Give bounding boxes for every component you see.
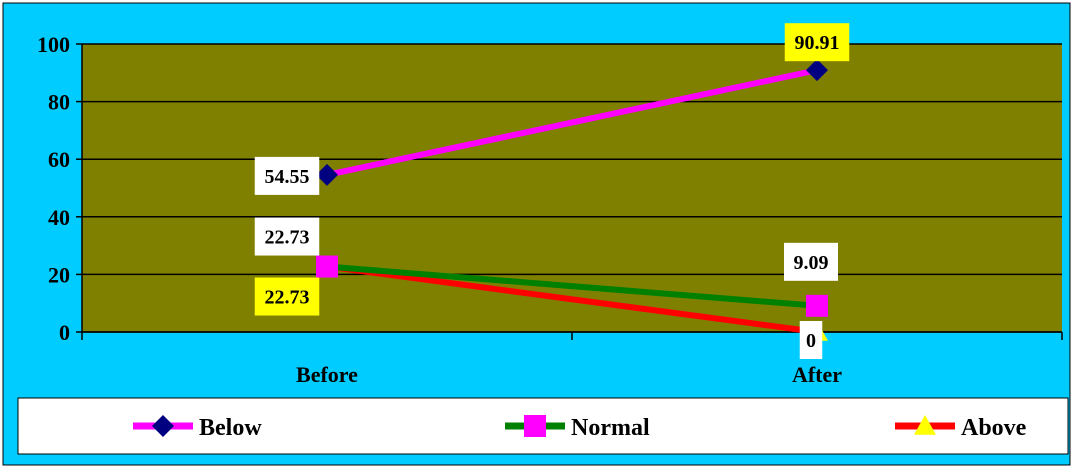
legend-label: Normal — [571, 415, 650, 441]
y-tick-label: 80 — [48, 90, 70, 115]
series-line-above — [326, 263, 818, 335]
legend-entry-normal: Normal — [505, 415, 650, 441]
data-label-below: 54.55 — [254, 156, 320, 195]
legend: Below Normal Above — [17, 397, 1069, 455]
data-label-box — [254, 217, 320, 256]
data-label-text: 54.55 — [265, 166, 310, 188]
data-label-above: 22.73 — [254, 277, 320, 316]
y-tick-label: 60 — [48, 147, 70, 172]
legend-entry-above: Above — [895, 415, 1027, 441]
data-labels: 54.55 90.91 22.73 9.09 22.73 0 — [254, 23, 850, 359]
data-label-box — [254, 277, 320, 316]
y-tick-label: 0 — [59, 320, 70, 345]
gridlines — [82, 43, 1062, 333]
series-line-below — [326, 67, 818, 178]
legend-label: Above — [961, 415, 1027, 441]
data-label-box — [784, 23, 850, 62]
y-tick-label: 20 — [48, 262, 70, 287]
data-label-above: 0 — [799, 321, 823, 359]
legend-entry-below: Below — [133, 415, 262, 441]
point-below — [806, 59, 828, 82]
y-tick-label: 40 — [48, 205, 70, 230]
data-label-box — [799, 321, 823, 359]
point-normal — [316, 255, 338, 278]
data-label-text: 90.91 — [795, 32, 840, 54]
point-below — [316, 163, 338, 186]
series-lines — [326, 67, 818, 335]
data-label-text: 0 — [806, 330, 816, 352]
series-line-normal — [326, 263, 818, 309]
legend-marker — [524, 415, 546, 437]
point-normal — [806, 294, 828, 317]
y-tick-label: 100 — [37, 32, 70, 57]
data-label-below: 90.91 — [784, 23, 850, 62]
data-label-text: 22.73 — [265, 227, 310, 249]
legend-marker — [152, 415, 174, 437]
x-category-label: Before — [296, 362, 358, 387]
data-label-normal: 22.73 — [254, 217, 320, 256]
axes: 0 20 40 60 80 100 Before After — [37, 32, 1063, 387]
data-label-box — [784, 242, 838, 281]
data-label-text: 22.73 — [265, 287, 310, 309]
data-label-normal: 9.09 — [784, 242, 838, 281]
legend-marker — [914, 415, 936, 435]
data-label-box — [254, 156, 320, 195]
x-category-label: After — [792, 362, 842, 387]
legend-label: Below — [199, 415, 262, 441]
data-label-text: 9.09 — [794, 252, 829, 274]
